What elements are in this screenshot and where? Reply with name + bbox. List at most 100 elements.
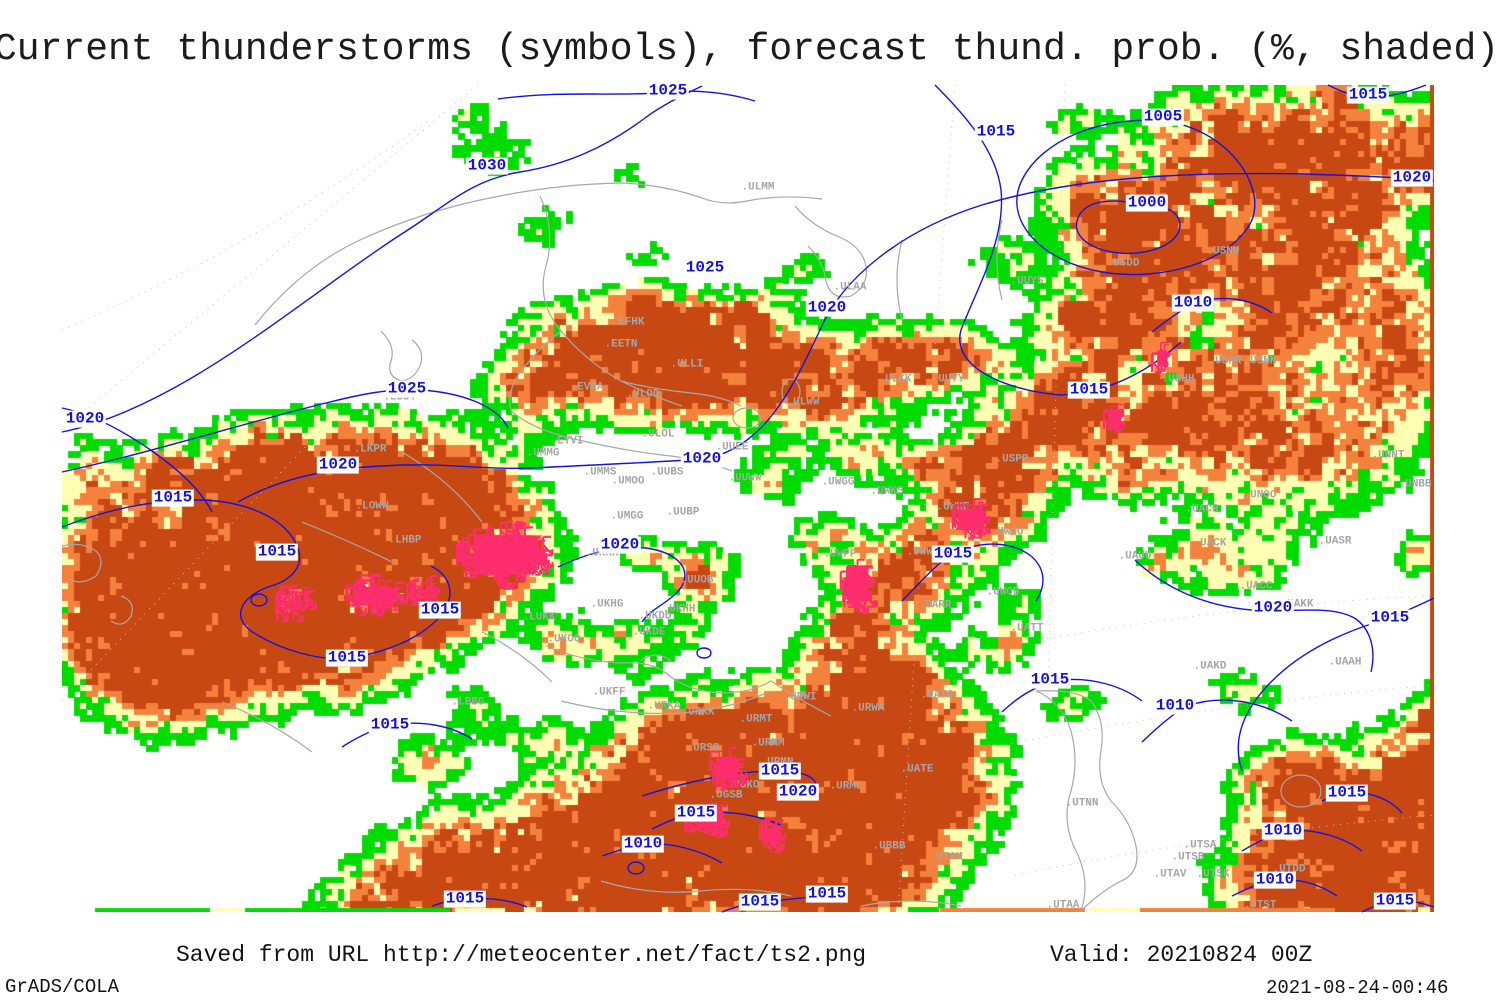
isobar-label: 1010 [1153,696,1197,715]
station-label: .UTSA [1183,839,1217,852]
station-label: .USPP [995,453,1029,466]
station-label: .URMN [760,757,793,769]
isobar-label: 1030 [465,156,509,175]
page-title: Current thunderstorms (symbols), forecas… [0,28,1500,71]
footer-generator: GrADS/COLA [5,976,120,998]
isobar-label: 1015 [255,542,299,561]
isobar-label: 1020 [316,455,360,474]
isobar-label: 1015 [805,884,849,903]
station-label: .UKHG [590,598,624,611]
isobar-label: 1015 [418,600,462,619]
station-label: .UKOO [547,633,581,646]
station-label: .UWSS [833,582,867,595]
isobar-label: 1015 [738,892,782,911]
station-label: .UWPP [823,548,857,561]
station-label: .UWKE [936,501,970,514]
station-label: .UUBP [666,506,700,519]
isobar-label: 1010 [1253,870,1297,889]
station-label: .UGSB [709,789,743,802]
station-label: .USHH [1161,373,1195,386]
footer-valid-time: Valid: 20210824 00Z [1050,942,1313,968]
station-label: .UWOO [990,526,1024,539]
isobar-label: 1015 [974,122,1018,141]
isobar-label: 1015 [1028,670,1072,689]
station-label: .LKPR [353,443,387,456]
footer-timestamp: 2021-08-24-00:46 [1266,977,1449,999]
isobar-label: 1010 [621,834,665,853]
isobar-label: 1015 [368,715,412,734]
isobar-label: 1010 [1261,821,1305,840]
station-label: .URSS [686,742,720,755]
station-label: .URWA [851,702,885,715]
station-label: .UGKO [726,779,760,792]
isobar-label: 1015 [758,761,802,780]
station-label: .UARR [918,599,952,612]
station-label: .UASR [1318,535,1352,548]
station-label: .UUEE [715,441,749,454]
station-label: .UBBB [872,840,906,853]
station-label: .ULAA [833,281,867,294]
isobar-label: 1025 [683,258,727,277]
station-label: .UTDD [1272,863,1306,876]
station-label: .UTAK [929,851,963,864]
isobar-label: 1025 [385,379,429,398]
station-label: .UAKK [1280,598,1314,611]
station-label: .UUYS [1010,275,1044,288]
isobar-label: 1015 [443,889,487,908]
station-label: .UACK [1193,537,1227,550]
isobar-label: 1015 [1325,783,1369,802]
isobar-label: 1020 [598,535,642,554]
station-label: .UNNT [1371,449,1405,462]
station-label: .USNU [1206,245,1240,258]
isobar-label: 1015 [325,648,369,667]
station-label: .UMOO [611,475,645,488]
station-label: .UATG [920,689,954,702]
station-label: .ULLI [670,358,704,371]
station-label: .UNOO [1243,489,1277,502]
station-label: .EFHK [611,316,645,329]
station-label: .UUWW [728,472,762,485]
isobar-label: 1020 [805,298,849,317]
station-label: .LOWW [355,500,389,513]
isobar-label: 1015 [1346,85,1390,104]
isobar-label: 1000 [1125,193,1169,212]
station-label: .UNBB [1398,478,1432,491]
station-label: .ULOL [641,428,675,441]
station-label: .UWOB [986,586,1020,599]
station-label: .UAUU [1118,550,1152,563]
station-label: .URKA [647,700,681,713]
station-label: .URMT [739,713,773,726]
station-label: .LBBG [451,696,485,709]
station-label: .USNN [1243,355,1277,368]
station-label: .UKDE [632,626,666,639]
station-label: .UATE [900,763,934,776]
station-label: .LYBE [371,592,405,605]
isobar-label: 1015 [674,803,718,822]
station-label: .UTAV [1153,868,1187,881]
isobar-label: 1015 [1067,380,1111,399]
isobar-label: 1020 [63,409,107,428]
station-label: .EDDT [383,391,417,404]
station-label: .URWI [783,691,817,704]
station-label: .URKK [681,706,715,719]
isobar-label: 1005 [1141,107,1185,126]
station-label: .ULWW [786,396,820,409]
station-label: .UWKS [870,485,904,498]
station-label: .UTST [1243,899,1277,912]
isobar-label: 1015 [151,488,195,507]
station-label: .URMM [751,737,785,750]
station-label: .UKDD [638,610,672,623]
station-label: .UTAA [1046,899,1080,912]
station-label: .UACR [1185,503,1219,516]
station-label: .UKLI [480,540,514,553]
station-label: .EETN [604,338,638,351]
station-label: .UUBS [650,466,684,479]
station-label: .UACC [1239,580,1273,593]
isobar-label: 1010 [1171,293,1215,312]
station-label: .LUKK [522,611,556,624]
isobar-label: 1015 [931,544,975,563]
isobar-label: 1020 [1390,168,1434,187]
isobar-label: 1025 [646,81,690,100]
station-label: .USRR [1208,355,1242,368]
isobar-label: 1020 [776,782,820,801]
